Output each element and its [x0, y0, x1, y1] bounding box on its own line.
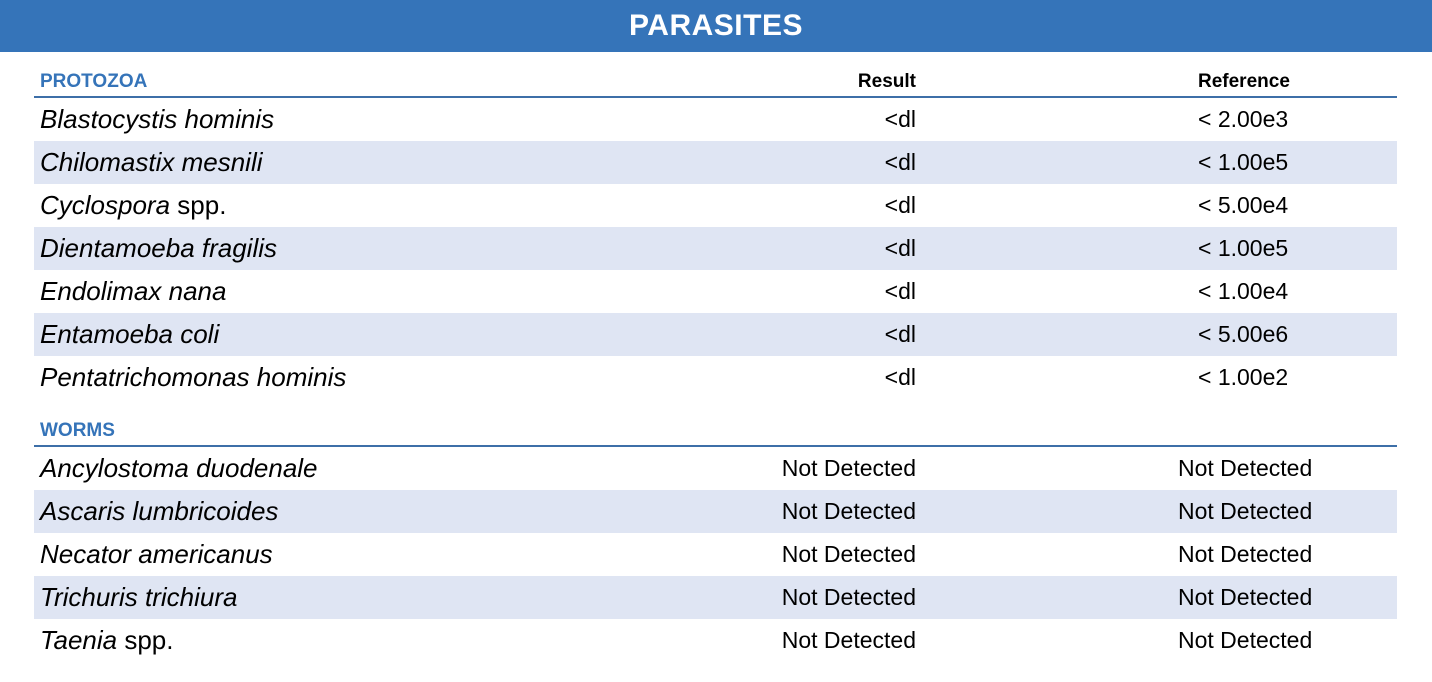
- worms-header: WORMS: [34, 405, 1397, 447]
- table-row: Ascaris lumbricoides Not Detected Not Dete…: [34, 490, 1397, 533]
- header-banner: PARASITES: [0, 0, 1432, 52]
- organism-name: Necator americanus: [40, 539, 273, 570]
- reference-value: < 1.00e5: [1198, 235, 1289, 261]
- result-value: <dl: [884, 278, 916, 304]
- result-value: <dl: [884, 149, 916, 175]
- organism-name: Endolimax nana: [40, 276, 226, 307]
- result-value: <dl: [884, 192, 916, 218]
- result-value: Not Detected: [781, 455, 916, 481]
- organism-suffix: spp.: [117, 625, 174, 655]
- result-value: <dl: [884, 364, 916, 390]
- protozoa-header: PROTOZOA Result Reference: [34, 56, 1397, 98]
- reference-value: < 2.00e3: [1198, 106, 1289, 132]
- organism-genus-species: Pentatrichomonas hominis: [40, 362, 347, 392]
- organism-genus-species: Trichuris trichiura: [40, 582, 238, 612]
- worms-rows: Ancylostoma duodenale Not Detected Not Det…: [34, 447, 1397, 662]
- organism-name: Pentatrichomonas hominis: [40, 362, 346, 393]
- table-row: Dientamoeba fragilis <dl < 1.00e5: [34, 227, 1397, 270]
- section-title-worms: WORMS: [40, 420, 115, 441]
- reference-value: Not Detected: [1178, 455, 1313, 481]
- result-value: Not Detected: [781, 627, 916, 653]
- worms-section: WORMS Ancylostoma duodenale Not Detected N…: [34, 405, 1397, 662]
- reference-value: < 5.00e6: [1198, 321, 1289, 347]
- organism-genus-species: Dientamoeba fragilis: [40, 233, 278, 263]
- table-row: Pentatrichomonas hominis <dl < 1.00e2: [34, 356, 1397, 399]
- page-title: PARASITES: [629, 9, 803, 42]
- section-title-protozoa: PROTOZOA: [40, 71, 148, 92]
- column-header-result: Result: [857, 71, 916, 92]
- reference-value: Not Detected: [1178, 584, 1313, 610]
- protozoa-rows: Blastocystis hominis <dl < 2.00e3 Chilomast…: [34, 98, 1397, 399]
- reference-value: < 1.00e2: [1198, 364, 1289, 390]
- organism-genus-species: Entamoeba coli: [40, 319, 220, 349]
- organism-genus-species: Blastocystis hominis: [40, 104, 275, 134]
- organism-name: Chilomastix mesnili: [40, 147, 263, 178]
- organism-name: Trichuris trichiura: [40, 582, 237, 613]
- result-value: <dl: [884, 235, 916, 261]
- table-row: Cyclospora spp. <dl < 5.00e4: [34, 184, 1397, 227]
- organism-name: Entamoeba coli: [40, 319, 219, 350]
- organism-genus-species: Ancylostoma duodenale: [40, 453, 318, 483]
- table-row: Endolimax nana <dl < 1.00e4: [34, 270, 1397, 313]
- reference-value: < 1.00e5: [1198, 149, 1289, 175]
- organism-genus-species: Taenia: [40, 625, 118, 655]
- organism-name: Blastocystis hominis: [40, 104, 274, 135]
- result-value: Not Detected: [781, 541, 916, 567]
- organism-name: Dientamoeba fragilis: [40, 233, 277, 264]
- table-row: Blastocystis hominis <dl < 2.00e3: [34, 98, 1397, 141]
- organism-genus-species: Cyclospora: [40, 190, 171, 220]
- reference-value: < 1.00e4: [1198, 278, 1289, 304]
- organism-genus-species: Necator americanus: [40, 539, 273, 569]
- result-value: Not Detected: [781, 498, 916, 524]
- reference-value: Not Detected: [1178, 541, 1313, 567]
- reference-value: Not Detected: [1178, 498, 1313, 524]
- organism-genus-species: Chilomastix mesnili: [40, 147, 263, 177]
- table-row: Entamoeba coli <dl < 5.00e6: [34, 313, 1397, 356]
- table-row: Taenia spp. Not Detected Not Detected: [34, 619, 1397, 662]
- reference-value: < 5.00e4: [1198, 192, 1289, 218]
- organism-name: Ancylostoma duodenale: [40, 453, 318, 484]
- result-value: Not Detected: [781, 584, 916, 610]
- organism-name: Cyclospora spp.: [40, 190, 226, 221]
- organism-genus-species: Ascaris lumbricoides: [40, 496, 279, 526]
- table-row: Chilomastix mesnili <dl < 1.00e5: [34, 141, 1397, 184]
- table-row: Ancylostoma duodenale Not Detected Not Det…: [34, 447, 1397, 490]
- protozoa-section: PROTOZOA Result Reference Blastocystis h…: [34, 56, 1397, 399]
- organism-name: Ascaris lumbricoides: [40, 496, 278, 527]
- column-header-reference: Reference: [1198, 71, 1290, 92]
- organism-suffix: spp.: [170, 190, 227, 220]
- result-value: <dl: [884, 321, 916, 347]
- result-value: <dl: [884, 106, 916, 132]
- organism-name: Taenia spp.: [40, 625, 174, 656]
- organism-genus-species: Endolimax nana: [40, 276, 227, 306]
- table-row: Trichuris trichiura Not Detected Not Detec…: [34, 576, 1397, 619]
- table-row: Necator americanus Not Detected Not Detect…: [34, 533, 1397, 576]
- reference-value: Not Detected: [1178, 627, 1313, 653]
